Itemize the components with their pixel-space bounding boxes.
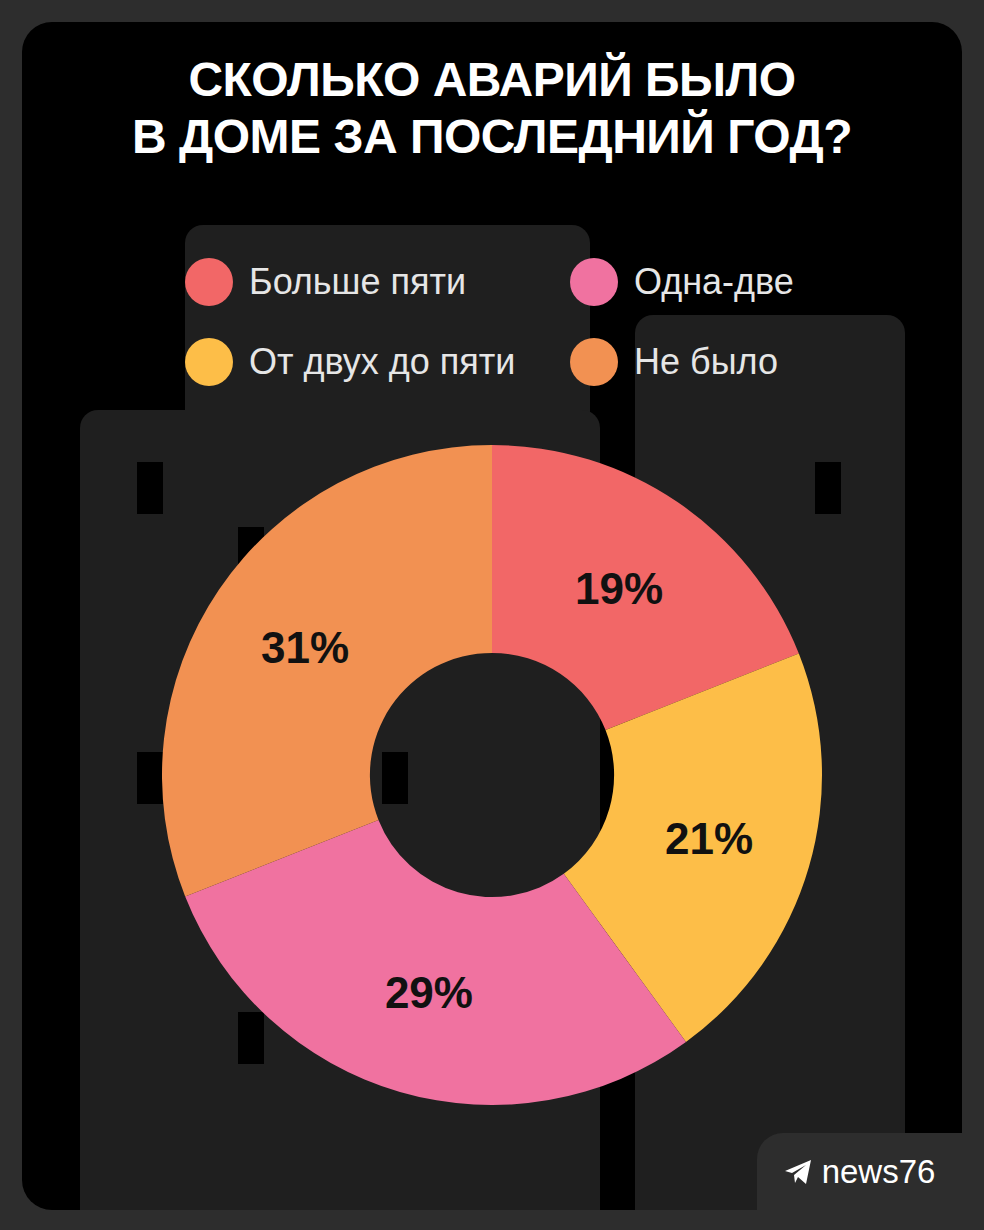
- svg-text:29%: 29%: [385, 968, 473, 1017]
- html-text:Больше пяти: Больше пяти: [249, 261, 467, 302]
- svg-text:21%: 21%: [665, 814, 753, 863]
- html-text:От двух до пяти: От двух до пяти: [249, 341, 516, 382]
- html-text:news76: news76: [821, 1152, 936, 1190]
- html-text:СКОЛЬКО АВАРИЙ БЫЛО: СКОЛЬКО АВАРИЙ БЫЛО: [188, 53, 796, 106]
- html-text:Не было: Не было: [634, 341, 778, 382]
- html-text:Одна-две: Одна-две: [634, 261, 794, 302]
- svg-text:19%: 19%: [575, 564, 663, 613]
- svg-text:31%: 31%: [261, 623, 349, 672]
- html-text:В ДОМЕ ЗА ПОСЛЕДНИЙ ГОД?: В ДОМЕ ЗА ПОСЛЕДНИЙ ГОД?: [132, 109, 852, 163]
